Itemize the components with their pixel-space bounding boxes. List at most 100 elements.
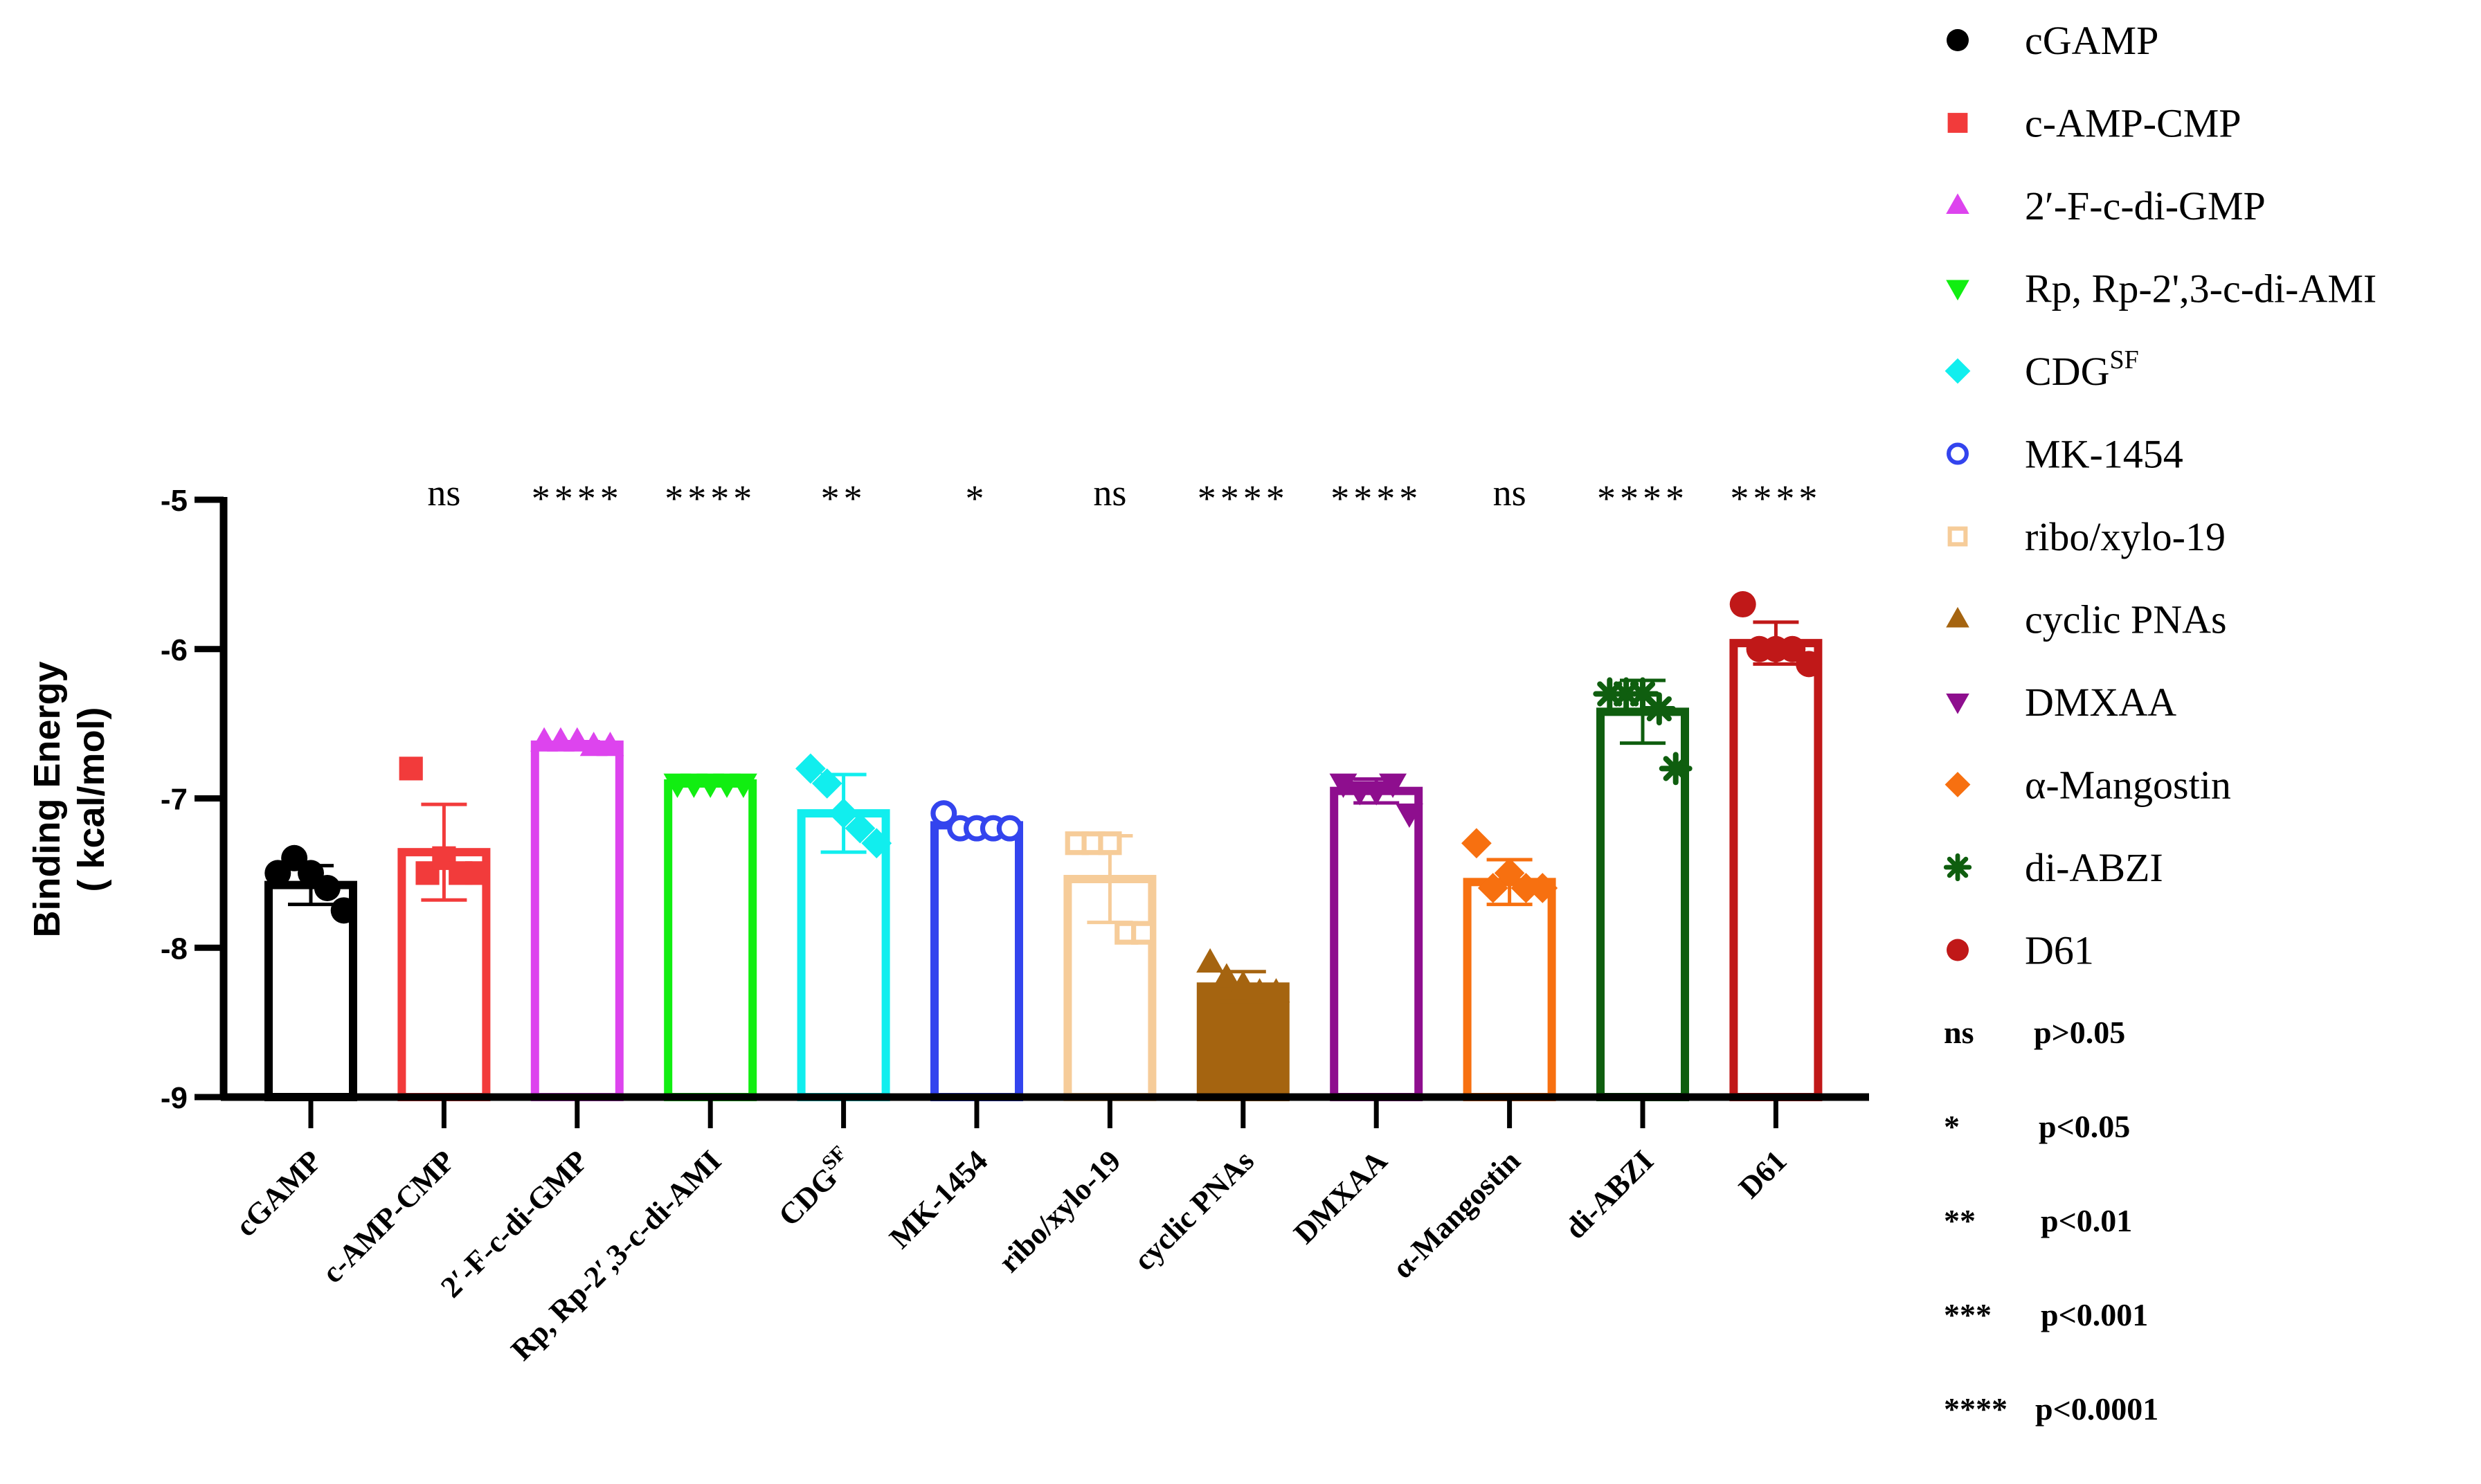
- key-symbol: ns: [1944, 1015, 1974, 1050]
- legend-marker: [1946, 280, 1969, 301]
- significance-label: ****: [532, 478, 623, 519]
- legend-item: D61: [1947, 928, 2094, 973]
- data-point: [1494, 858, 1525, 889]
- legend-label: CDGSF: [2025, 345, 2139, 394]
- legend-label: c-AMP-CMP: [2025, 101, 2241, 146]
- significance-label: ns: [1093, 472, 1126, 514]
- bar: [530, 740, 624, 1101]
- data-point: [845, 813, 876, 844]
- bar: [930, 821, 1023, 1101]
- y-axis-title: Binding Energy: [26, 661, 68, 937]
- legend-label: ribo/xylo-19: [2025, 514, 2226, 559]
- y-axis-unit: ( kcal/mol): [71, 707, 112, 892]
- data-point: [811, 768, 842, 799]
- key-item: *** p<0.001: [1944, 1297, 2148, 1332]
- x-tick-label: c-AMP-CMP: [316, 1143, 462, 1290]
- data-point-core: [1635, 687, 1650, 701]
- bar: [1463, 878, 1556, 1101]
- x-tick-label: cGAMP: [229, 1143, 328, 1242]
- bar-group-2: [530, 740, 624, 1101]
- significance-key: ns p>0.05 * p<0.05 ** p<0.01 *** p<0.001 **** p<0…: [1944, 1015, 2158, 1427]
- legend-marker: [1946, 193, 1969, 214]
- y-tick-label: -9: [161, 1081, 188, 1115]
- data-point: [399, 757, 423, 781]
- legend-marker: [1947, 113, 1968, 133]
- legend-marker: [1947, 526, 1968, 547]
- legend-item: cyclic PNAs: [1946, 597, 2227, 642]
- legend-item: α-Mangostin: [1945, 763, 2231, 808]
- legend-label: MK-1454: [2025, 432, 2183, 477]
- x-tick-label: α-Mangostin: [1386, 1143, 1527, 1285]
- legend: cGAMP c-AMP-CMP 2′-F-c-di-GMP Rp, Rp-2',3-c…: [1943, 18, 2376, 973]
- y-tick-label: -6: [161, 633, 188, 667]
- data-point: [996, 815, 1023, 842]
- data-point: [930, 800, 957, 827]
- x-tick-label: CDGSF: [770, 1141, 861, 1233]
- legend-item: di-ABZI: [1943, 845, 2163, 890]
- data-point: [1510, 873, 1542, 903]
- bar: [664, 779, 757, 1102]
- legend-item: cGAMP: [1947, 18, 2158, 63]
- key-meaning: p<0.0001: [2035, 1391, 2158, 1427]
- bar: [1330, 786, 1423, 1102]
- data-point: [314, 874, 341, 901]
- data-point: [465, 861, 489, 885]
- data-point-core: [1668, 761, 1684, 776]
- x-tick-label: di-ABZI: [1558, 1143, 1660, 1245]
- legend-item: MK-1454: [1947, 432, 2183, 477]
- key-symbol: **: [1944, 1203, 1976, 1238]
- data-point: [1362, 781, 1391, 806]
- legend-marker: [1947, 29, 1969, 51]
- legend-label: di-ABZI: [2025, 845, 2163, 890]
- data-point: [1212, 963, 1240, 988]
- key-meaning: p<0.001: [2041, 1297, 2148, 1332]
- legend-item: Rp, Rp-2',3-c-di-AMI: [1946, 266, 2376, 311]
- significance-label: ****: [1198, 478, 1289, 519]
- significance-label: ****: [1730, 478, 1821, 519]
- significance-label: ****: [1597, 478, 1688, 519]
- bar-group-8: [1330, 777, 1423, 1102]
- points-layer: [264, 591, 1823, 1003]
- legend-marker: [1947, 442, 1969, 465]
- data-point: [1796, 651, 1823, 678]
- data-point: [1642, 692, 1676, 725]
- data-point: [1098, 831, 1122, 856]
- key-meaning: p>0.05: [2034, 1015, 2125, 1050]
- data-point: [828, 798, 859, 829]
- data-point: [1379, 773, 1407, 798]
- significance-label: ****: [1330, 478, 1422, 519]
- key-item: * p<0.05: [1944, 1109, 2130, 1144]
- legend-marker-core: [1951, 861, 1964, 874]
- key-meaning: p<0.05: [2039, 1109, 2130, 1144]
- data-point: [1329, 773, 1357, 798]
- legend-label: 2′-F-c-di-GMP: [2025, 183, 2266, 228]
- significance-label: **: [821, 478, 867, 519]
- bar-group-10: [1596, 678, 1689, 1101]
- significance-label: *: [966, 478, 989, 519]
- legend-label: Rp, Rp-2',3-c-di-AMI: [2025, 266, 2376, 311]
- bar-group-3: [664, 779, 757, 1102]
- legend-marker: [1946, 694, 1969, 714]
- key-item: ** p<0.01: [1944, 1203, 2132, 1238]
- x-tick-label: MK-1454: [883, 1143, 994, 1255]
- bar: [1729, 639, 1823, 1101]
- key-item: ns p>0.05: [1944, 1015, 2125, 1050]
- x-tick-label: cyclic PNAs: [1127, 1143, 1261, 1277]
- legend-label: D61: [2025, 928, 2094, 973]
- significance-label: ****: [665, 478, 756, 519]
- bar-group-5: [930, 817, 1023, 1101]
- legend-label: cGAMP: [2025, 18, 2158, 63]
- data-point: [1461, 828, 1492, 859]
- bar-group-11: [1729, 620, 1823, 1101]
- legend-item: DMXAA: [1946, 680, 2176, 725]
- data-point: [795, 753, 826, 784]
- legend-marker: [1947, 939, 1969, 961]
- data-point: [1527, 873, 1558, 903]
- data-point: [1729, 591, 1756, 618]
- legend-item: c-AMP-CMP: [1947, 101, 2241, 146]
- data-point: [1229, 970, 1257, 995]
- legend-item: CDGSF: [1945, 345, 2139, 394]
- key-item: **** p<0.0001: [1944, 1391, 2158, 1427]
- data-point: [330, 897, 357, 924]
- key-symbol: *: [1944, 1109, 1960, 1144]
